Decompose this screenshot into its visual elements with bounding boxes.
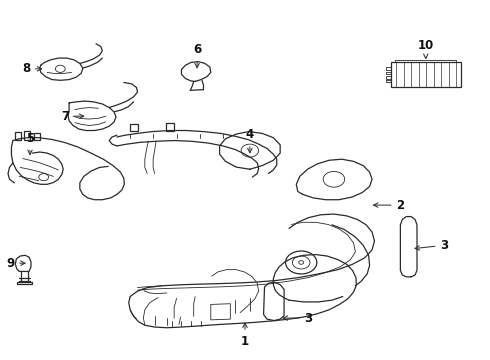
Text: 10: 10 [417, 39, 434, 58]
Text: 1: 1 [241, 323, 249, 348]
Text: 3: 3 [283, 311, 313, 325]
Text: 2: 2 [373, 199, 405, 212]
Text: 6: 6 [193, 43, 201, 68]
Text: 9: 9 [6, 257, 25, 270]
Text: 7: 7 [61, 110, 84, 123]
Text: 5: 5 [26, 132, 34, 154]
Text: 4: 4 [246, 128, 254, 153]
Text: 3: 3 [415, 239, 448, 252]
Text: 8: 8 [22, 62, 42, 75]
